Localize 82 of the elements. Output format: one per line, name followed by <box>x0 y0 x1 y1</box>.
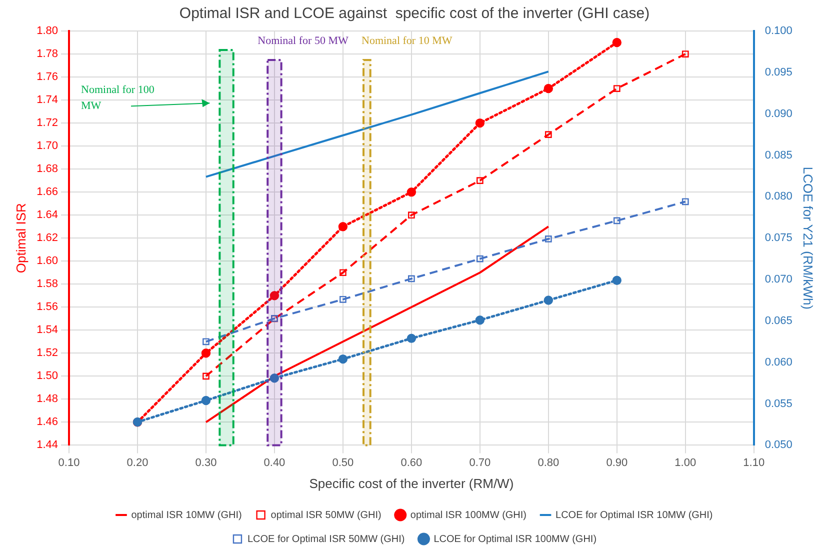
y-tick-label: 1.54 <box>36 324 58 336</box>
y-tick-label: 1.68 <box>36 163 58 176</box>
y-tick-label: 1.66 <box>36 186 58 198</box>
band-label: Nominal for 100 MW <box>81 84 155 112</box>
y-tick-label: 1.74 <box>36 94 58 106</box>
x-tick-label: 1.10 <box>743 456 765 469</box>
y2-tick-label: 0.065 <box>764 314 792 327</box>
x-tick-label: 0.60 <box>400 456 422 469</box>
x-tick-label: 0.50 <box>332 456 354 469</box>
y-tick-label: 1.50 <box>36 370 58 382</box>
legend-label: LCOE for Optimal ISR 10MW (GHI) <box>556 510 713 521</box>
point <box>270 291 280 300</box>
y-tick-label: 1.46 <box>36 416 58 428</box>
y-tick-label: 1.44 <box>36 439 58 452</box>
point <box>476 255 484 262</box>
point <box>612 276 622 285</box>
x-tick-label: 0.80 <box>538 456 560 469</box>
point <box>544 296 554 305</box>
point <box>613 85 620 92</box>
y2-tick-label: 0.090 <box>764 108 792 120</box>
point <box>338 354 348 364</box>
point <box>612 38 622 48</box>
x-tick-label: 0.40 <box>264 456 286 469</box>
point <box>475 316 485 325</box>
x-tick-label: 0.10 <box>58 456 80 469</box>
legend-label: optimal ISR 50MW (GHI) <box>270 510 382 521</box>
y-tick-label: 1.56 <box>36 301 58 314</box>
point <box>408 275 415 282</box>
legend-label: LCOE for Optimal ISR 100MW (GHI) <box>434 534 597 545</box>
y2-tick-label: 0.070 <box>764 274 792 286</box>
point <box>270 374 280 383</box>
y2-tick-label: 0.075 <box>764 232 792 244</box>
y-tick-label: 1.80 <box>36 25 58 38</box>
legend-label: optimal ISR 100MW (GHI) <box>410 510 527 521</box>
point <box>682 50 689 58</box>
y-tick-label: 1.70 <box>36 140 58 152</box>
point <box>544 84 554 94</box>
band-label: Nominal for 10 MW <box>362 34 453 47</box>
y2-tick-label: 0.100 <box>764 25 792 38</box>
y2-tick-label: 0.050 <box>764 439 792 452</box>
point <box>406 334 416 343</box>
point <box>201 348 211 358</box>
legend-label: LCOE for Optimal ISR 50MW (GHI) <box>247 534 405 545</box>
point <box>340 269 346 276</box>
point <box>338 222 348 232</box>
x-tick-label: 1.00 <box>674 456 696 469</box>
y-tick-label: 1.62 <box>36 232 58 244</box>
band-label: Nominal for 50 MW <box>258 34 349 47</box>
y2-axis-title: LCOE for Y21 (RM/kWh) <box>800 166 816 310</box>
chart-title: Optimal ISR and LCOE against specific cost of the inverter (GHI case) <box>179 5 650 22</box>
point <box>476 177 484 184</box>
y2-tick-label: 0.095 <box>764 66 792 78</box>
x-axis-title: Specific cost of the inverter (RM/W) <box>309 476 514 491</box>
point <box>544 131 552 138</box>
y2-tick-label: 0.055 <box>764 398 792 410</box>
y-tick-label: 1.52 <box>36 347 58 360</box>
y-tick-label: 1.72 <box>36 117 58 130</box>
point <box>201 396 211 406</box>
point <box>475 118 485 128</box>
y2-tick-label: 0.060 <box>764 356 792 368</box>
point <box>408 212 415 219</box>
y-tick-label: 1.58 <box>36 278 58 290</box>
point <box>406 187 416 197</box>
legend-label: optimal ISR 10MW (GHI) <box>131 510 242 521</box>
point <box>202 338 210 346</box>
point <box>340 296 346 303</box>
y-tick-label: 1.48 <box>36 393 58 406</box>
y-tick-label: 1.78 <box>36 48 58 60</box>
point <box>682 198 689 206</box>
y-tick-label: 1.64 <box>36 209 58 222</box>
y-tick-label: 1.60 <box>36 255 58 268</box>
y2-tick-label: 0.085 <box>764 149 792 162</box>
x-tick-label: 0.70 <box>469 456 491 469</box>
y2-tick-label: 0.080 <box>764 190 792 203</box>
x-tick-label: 0.90 <box>606 456 628 469</box>
x-tick-label: 0.20 <box>126 456 148 469</box>
point <box>202 372 210 380</box>
point <box>544 236 552 242</box>
x-tick-label: 0.30 <box>195 456 217 469</box>
y-tick-label: 1.76 <box>36 71 58 84</box>
y-axis-title: Optimal ISR <box>13 203 28 274</box>
point <box>613 217 620 224</box>
